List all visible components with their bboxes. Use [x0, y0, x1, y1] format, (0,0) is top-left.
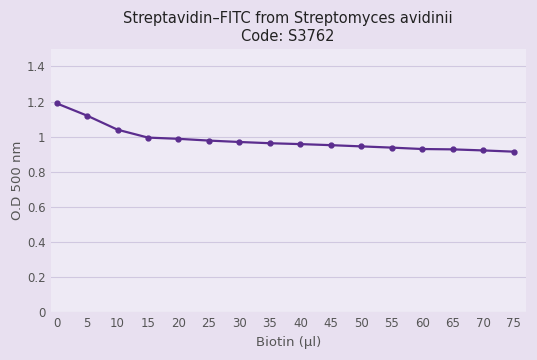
X-axis label: Biotin (µl): Biotin (µl) — [256, 336, 321, 349]
Y-axis label: O.D 500 nm: O.D 500 nm — [11, 141, 24, 220]
Title: Streptavidin–FITC from Streptomyces avidinii
Code: S3762: Streptavidin–FITC from Streptomyces avid… — [124, 11, 453, 44]
